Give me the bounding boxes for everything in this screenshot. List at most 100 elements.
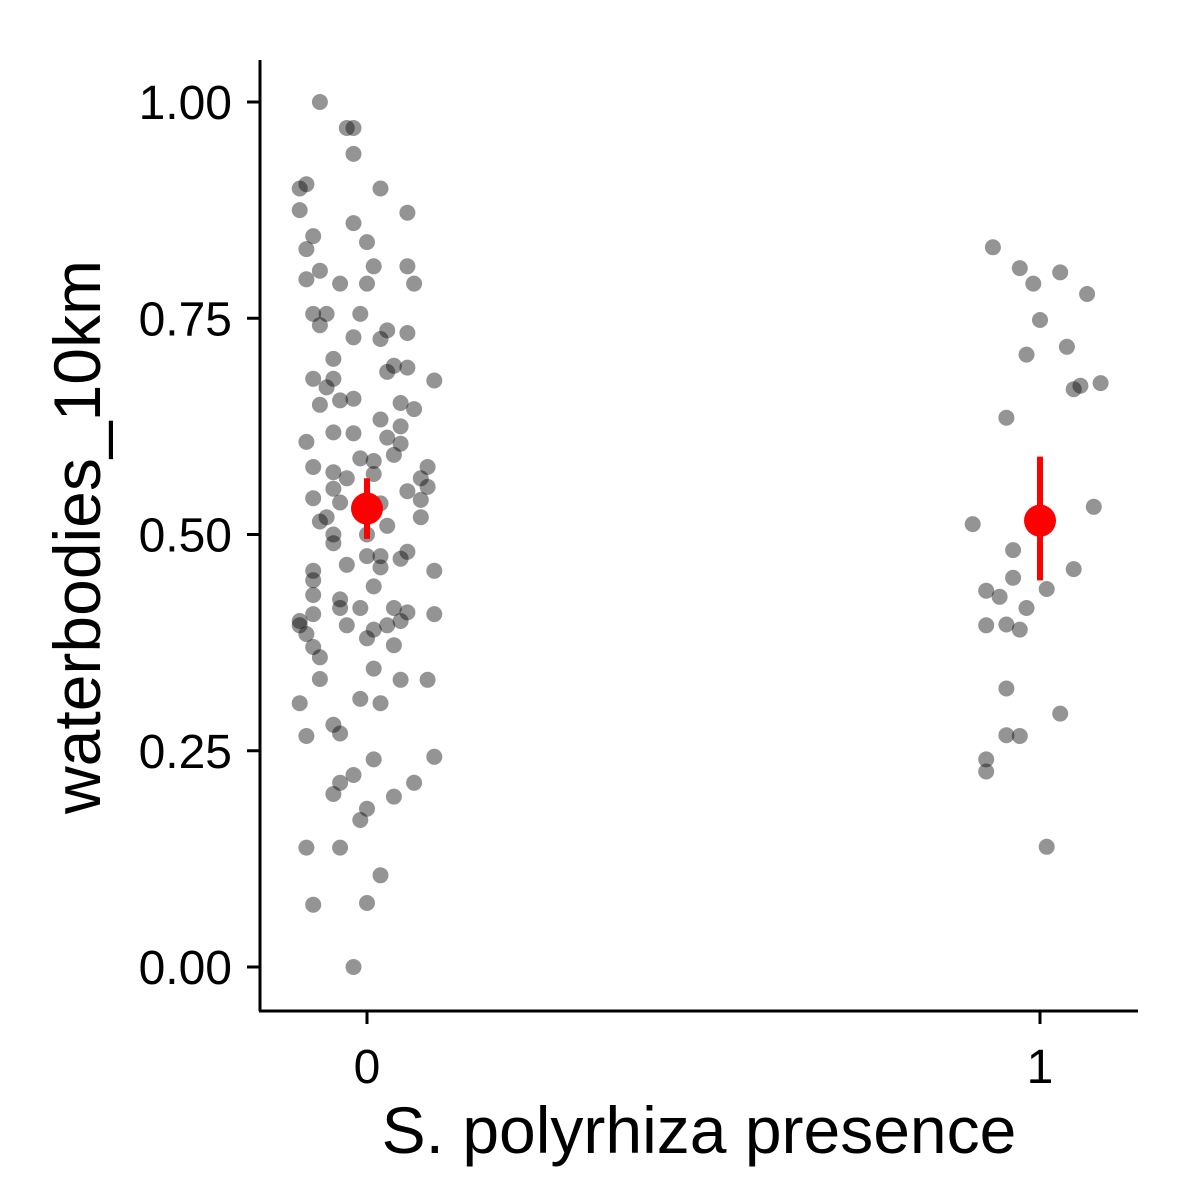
data-point [1011, 728, 1028, 744]
data-point [406, 275, 423, 292]
data-point [359, 548, 375, 565]
data-point [984, 239, 1001, 256]
data-point [1092, 375, 1109, 392]
data-point [399, 325, 416, 341]
data-point [298, 176, 315, 193]
x-tick-label: 0 [354, 1041, 381, 1094]
data-point [1072, 377, 1089, 394]
data-point [305, 572, 322, 589]
data-point [298, 241, 315, 258]
data-point [392, 550, 409, 567]
data-point [998, 680, 1015, 697]
data-point [345, 120, 362, 136]
data-point [311, 671, 328, 687]
data-point [345, 959, 362, 975]
data-point [1038, 581, 1055, 597]
data-point [298, 839, 315, 856]
data-point [1025, 275, 1042, 292]
data-point [385, 637, 402, 654]
data-point [998, 409, 1015, 426]
data-point [1005, 542, 1022, 559]
data-point [318, 305, 335, 322]
x-tick-label: 1 [1027, 1041, 1054, 1094]
data-point [372, 867, 389, 884]
data-point [1065, 381, 1082, 398]
data-point [426, 748, 443, 765]
data-point [305, 587, 322, 603]
data-point [305, 490, 322, 507]
data-point [359, 630, 375, 647]
data-point [359, 275, 375, 292]
data-point [1085, 498, 1102, 515]
data-point [332, 392, 349, 409]
data-point [385, 788, 402, 805]
data-point [365, 578, 382, 595]
data-point [392, 435, 409, 452]
data-point [1038, 838, 1055, 855]
mean-point [1024, 504, 1056, 537]
data-point [978, 751, 995, 768]
data-point [345, 390, 362, 407]
data-point [352, 690, 369, 707]
x-axis-title: S. polyrhiza presence [382, 1093, 1017, 1167]
data-point [365, 621, 382, 638]
data-point [318, 379, 335, 396]
data-point [359, 234, 375, 251]
data-point [426, 606, 443, 623]
data-point [311, 396, 328, 413]
data-point [412, 509, 429, 526]
data-point [1011, 621, 1028, 638]
data-point [365, 751, 382, 768]
data-point [325, 480, 342, 497]
data-point [392, 671, 409, 688]
data-point [345, 329, 362, 346]
data-point [325, 526, 342, 543]
data-point [345, 767, 362, 783]
data-point [359, 800, 375, 817]
data-point [325, 350, 342, 367]
data-point [325, 786, 342, 802]
data-point [978, 617, 995, 634]
y-tick-label: 1.00 [139, 77, 232, 130]
data-point [406, 401, 423, 418]
data-point [399, 204, 416, 221]
data-point [392, 395, 409, 411]
data-point [325, 424, 342, 441]
data-point [298, 433, 315, 450]
data-point [291, 202, 308, 219]
data-point [1005, 569, 1022, 586]
data-point [406, 774, 423, 791]
data-point [332, 591, 349, 608]
data-points [291, 94, 1109, 975]
data-point [305, 896, 322, 913]
data-point [412, 491, 429, 508]
data-point [298, 271, 315, 288]
data-point [365, 660, 382, 677]
data-point [412, 470, 429, 487]
data-point [325, 464, 342, 481]
data-point [305, 370, 322, 387]
data-point [365, 466, 382, 482]
data-point [399, 258, 416, 275]
data-point [419, 459, 436, 475]
data-point [298, 728, 315, 744]
data-point [311, 513, 328, 530]
y-axis-title: waterbodies_10km [40, 260, 114, 815]
data-point [305, 562, 322, 579]
data-point [1018, 346, 1035, 363]
data-point [1018, 600, 1035, 616]
data-point [332, 839, 349, 856]
data-point [1011, 260, 1028, 277]
data-point [392, 613, 409, 629]
data-point [325, 716, 342, 733]
data-point [311, 262, 328, 279]
data-point [291, 617, 308, 634]
data-point [385, 446, 402, 463]
data-point [345, 425, 362, 442]
data-point [332, 725, 349, 742]
data-point [1032, 312, 1048, 328]
data-point [311, 649, 328, 666]
data-point [338, 470, 355, 487]
